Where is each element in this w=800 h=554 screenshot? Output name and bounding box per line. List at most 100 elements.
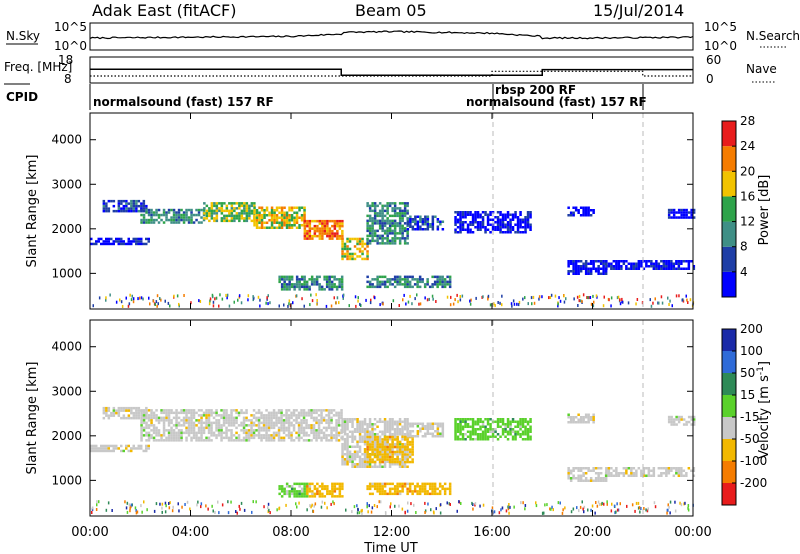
data-cell — [341, 219, 344, 223]
data-cell — [230, 217, 234, 220]
data-cell — [351, 453, 354, 456]
data-cell — [258, 206, 261, 209]
data-cell — [378, 202, 382, 205]
data-cell — [217, 434, 221, 437]
data-cell — [403, 428, 407, 431]
data-cell — [152, 429, 156, 432]
data-cell — [157, 431, 161, 435]
data-cell — [381, 229, 384, 233]
data-cell — [421, 218, 425, 221]
data-cell — [496, 433, 500, 436]
data-cell — [635, 474, 638, 477]
data-cell — [587, 469, 590, 472]
data-cell — [615, 267, 618, 270]
data-cell — [317, 424, 321, 427]
data-cell — [341, 458, 344, 461]
data-cell — [210, 212, 214, 215]
data-cell — [481, 420, 485, 423]
data-cell — [481, 425, 485, 428]
data-cell — [396, 275, 399, 279]
data-cell — [240, 212, 244, 215]
data-cell — [499, 213, 502, 216]
data-cell — [210, 204, 214, 208]
noise-cell — [92, 304, 94, 308]
data-cell — [290, 209, 294, 212]
data-cell — [443, 492, 447, 496]
data-cell — [406, 445, 409, 449]
data-cell — [526, 438, 530, 441]
data-cell — [305, 283, 309, 286]
data-cell — [202, 218, 206, 222]
data-cell — [501, 420, 505, 423]
data-cell — [132, 199, 136, 203]
data-cell — [363, 438, 367, 441]
data-cell — [287, 414, 291, 417]
noise-cell — [687, 504, 690, 507]
data-cell — [307, 439, 311, 442]
data-cell — [680, 415, 683, 419]
data-cell — [245, 431, 248, 435]
data-cell — [172, 218, 176, 222]
data-cell — [340, 416, 343, 420]
data-cell — [335, 411, 338, 415]
noise-cell — [218, 304, 220, 308]
data-cell — [584, 272, 588, 275]
data-cell — [303, 214, 306, 217]
data-cell — [436, 430, 440, 433]
data-cell — [594, 467, 598, 470]
data-cell — [406, 455, 409, 459]
data-cell — [122, 409, 126, 412]
noise-cell — [427, 502, 429, 506]
data-cell — [589, 479, 593, 482]
data-cell — [297, 439, 301, 442]
data-cell — [401, 445, 404, 449]
data-cell — [516, 221, 520, 224]
data-cell — [180, 431, 183, 435]
noise-cell — [135, 511, 138, 515]
colorbar-swatch — [722, 461, 736, 483]
data-cell — [343, 438, 347, 441]
data-cell — [175, 424, 178, 427]
data-cell — [303, 219, 307, 223]
data-cell — [471, 231, 475, 234]
data-cell — [220, 212, 224, 215]
noise-cell — [554, 294, 557, 298]
noise-cell — [431, 294, 434, 298]
data-cell — [195, 439, 198, 442]
data-cell — [403, 458, 407, 461]
data-cell — [368, 283, 372, 286]
data-cell — [456, 231, 460, 234]
data-cell — [388, 443, 392, 446]
data-cell — [657, 267, 661, 270]
noise-cell — [669, 299, 671, 303]
data-cell — [675, 211, 678, 214]
data-cell — [335, 424, 338, 427]
data-cell — [424, 427, 427, 430]
data-cell — [318, 288, 321, 291]
data-cell — [245, 214, 249, 218]
data-cell — [220, 436, 223, 440]
colorbar-swatch — [722, 329, 736, 351]
data-cell — [388, 232, 392, 235]
data-cell — [298, 280, 301, 284]
noise-cell — [379, 303, 381, 307]
data-cell — [509, 213, 512, 216]
data-cell — [130, 449, 133, 453]
data-cell — [353, 465, 357, 468]
data-cell — [303, 224, 307, 228]
data-cell — [366, 280, 369, 284]
data-cell — [343, 255, 347, 258]
data-cell — [486, 423, 490, 426]
data-cell — [250, 429, 253, 432]
data-cell — [373, 485, 377, 488]
data-cell — [262, 414, 266, 417]
data-cell — [368, 465, 372, 468]
data-cell — [418, 490, 422, 493]
data-cell — [481, 430, 485, 433]
data-cell — [272, 424, 276, 427]
data-cell — [401, 425, 404, 428]
data-cell — [486, 218, 490, 221]
data-cell — [393, 207, 397, 210]
noise-cell — [267, 506, 269, 510]
data-cell — [622, 262, 626, 265]
